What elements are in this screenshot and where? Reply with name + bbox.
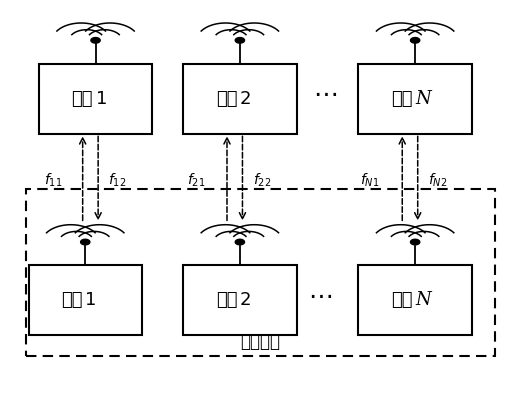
FancyBboxPatch shape: [358, 64, 472, 134]
Polygon shape: [235, 239, 244, 245]
Text: $\cdots$: $\cdots$: [313, 81, 337, 104]
FancyBboxPatch shape: [39, 64, 152, 134]
Polygon shape: [81, 239, 90, 245]
Text: 1: 1: [85, 291, 96, 309]
Text: 设备: 设备: [391, 291, 413, 309]
Polygon shape: [235, 38, 244, 43]
Text: 对象: 对象: [216, 90, 237, 108]
Polygon shape: [411, 239, 420, 245]
Text: 1: 1: [95, 90, 107, 108]
Text: 2: 2: [240, 291, 251, 309]
Polygon shape: [411, 38, 420, 43]
Text: N: N: [415, 90, 431, 108]
FancyBboxPatch shape: [183, 265, 296, 335]
Text: $f_{N1}$: $f_{N1}$: [360, 172, 379, 189]
Text: 设备: 设备: [61, 291, 83, 309]
Polygon shape: [91, 38, 100, 43]
FancyBboxPatch shape: [183, 64, 296, 134]
Text: 设备: 设备: [216, 291, 237, 309]
Text: $\cdots$: $\cdots$: [308, 283, 332, 307]
Text: 单个载体: 单个载体: [241, 333, 280, 351]
Text: $f_{N2}$: $f_{N2}$: [428, 172, 447, 189]
FancyBboxPatch shape: [26, 188, 495, 356]
Text: $f_{12}$: $f_{12}$: [108, 172, 127, 189]
Text: 对象: 对象: [71, 90, 93, 108]
Text: $f_{22}$: $f_{22}$: [253, 172, 271, 189]
Text: N: N: [415, 291, 431, 309]
Text: $f_{21}$: $f_{21}$: [187, 172, 205, 189]
FancyBboxPatch shape: [29, 265, 142, 335]
Text: $f_{11}$: $f_{11}$: [44, 172, 63, 189]
Text: 对象: 对象: [391, 90, 413, 108]
Text: 2: 2: [240, 90, 251, 108]
FancyBboxPatch shape: [358, 265, 472, 335]
